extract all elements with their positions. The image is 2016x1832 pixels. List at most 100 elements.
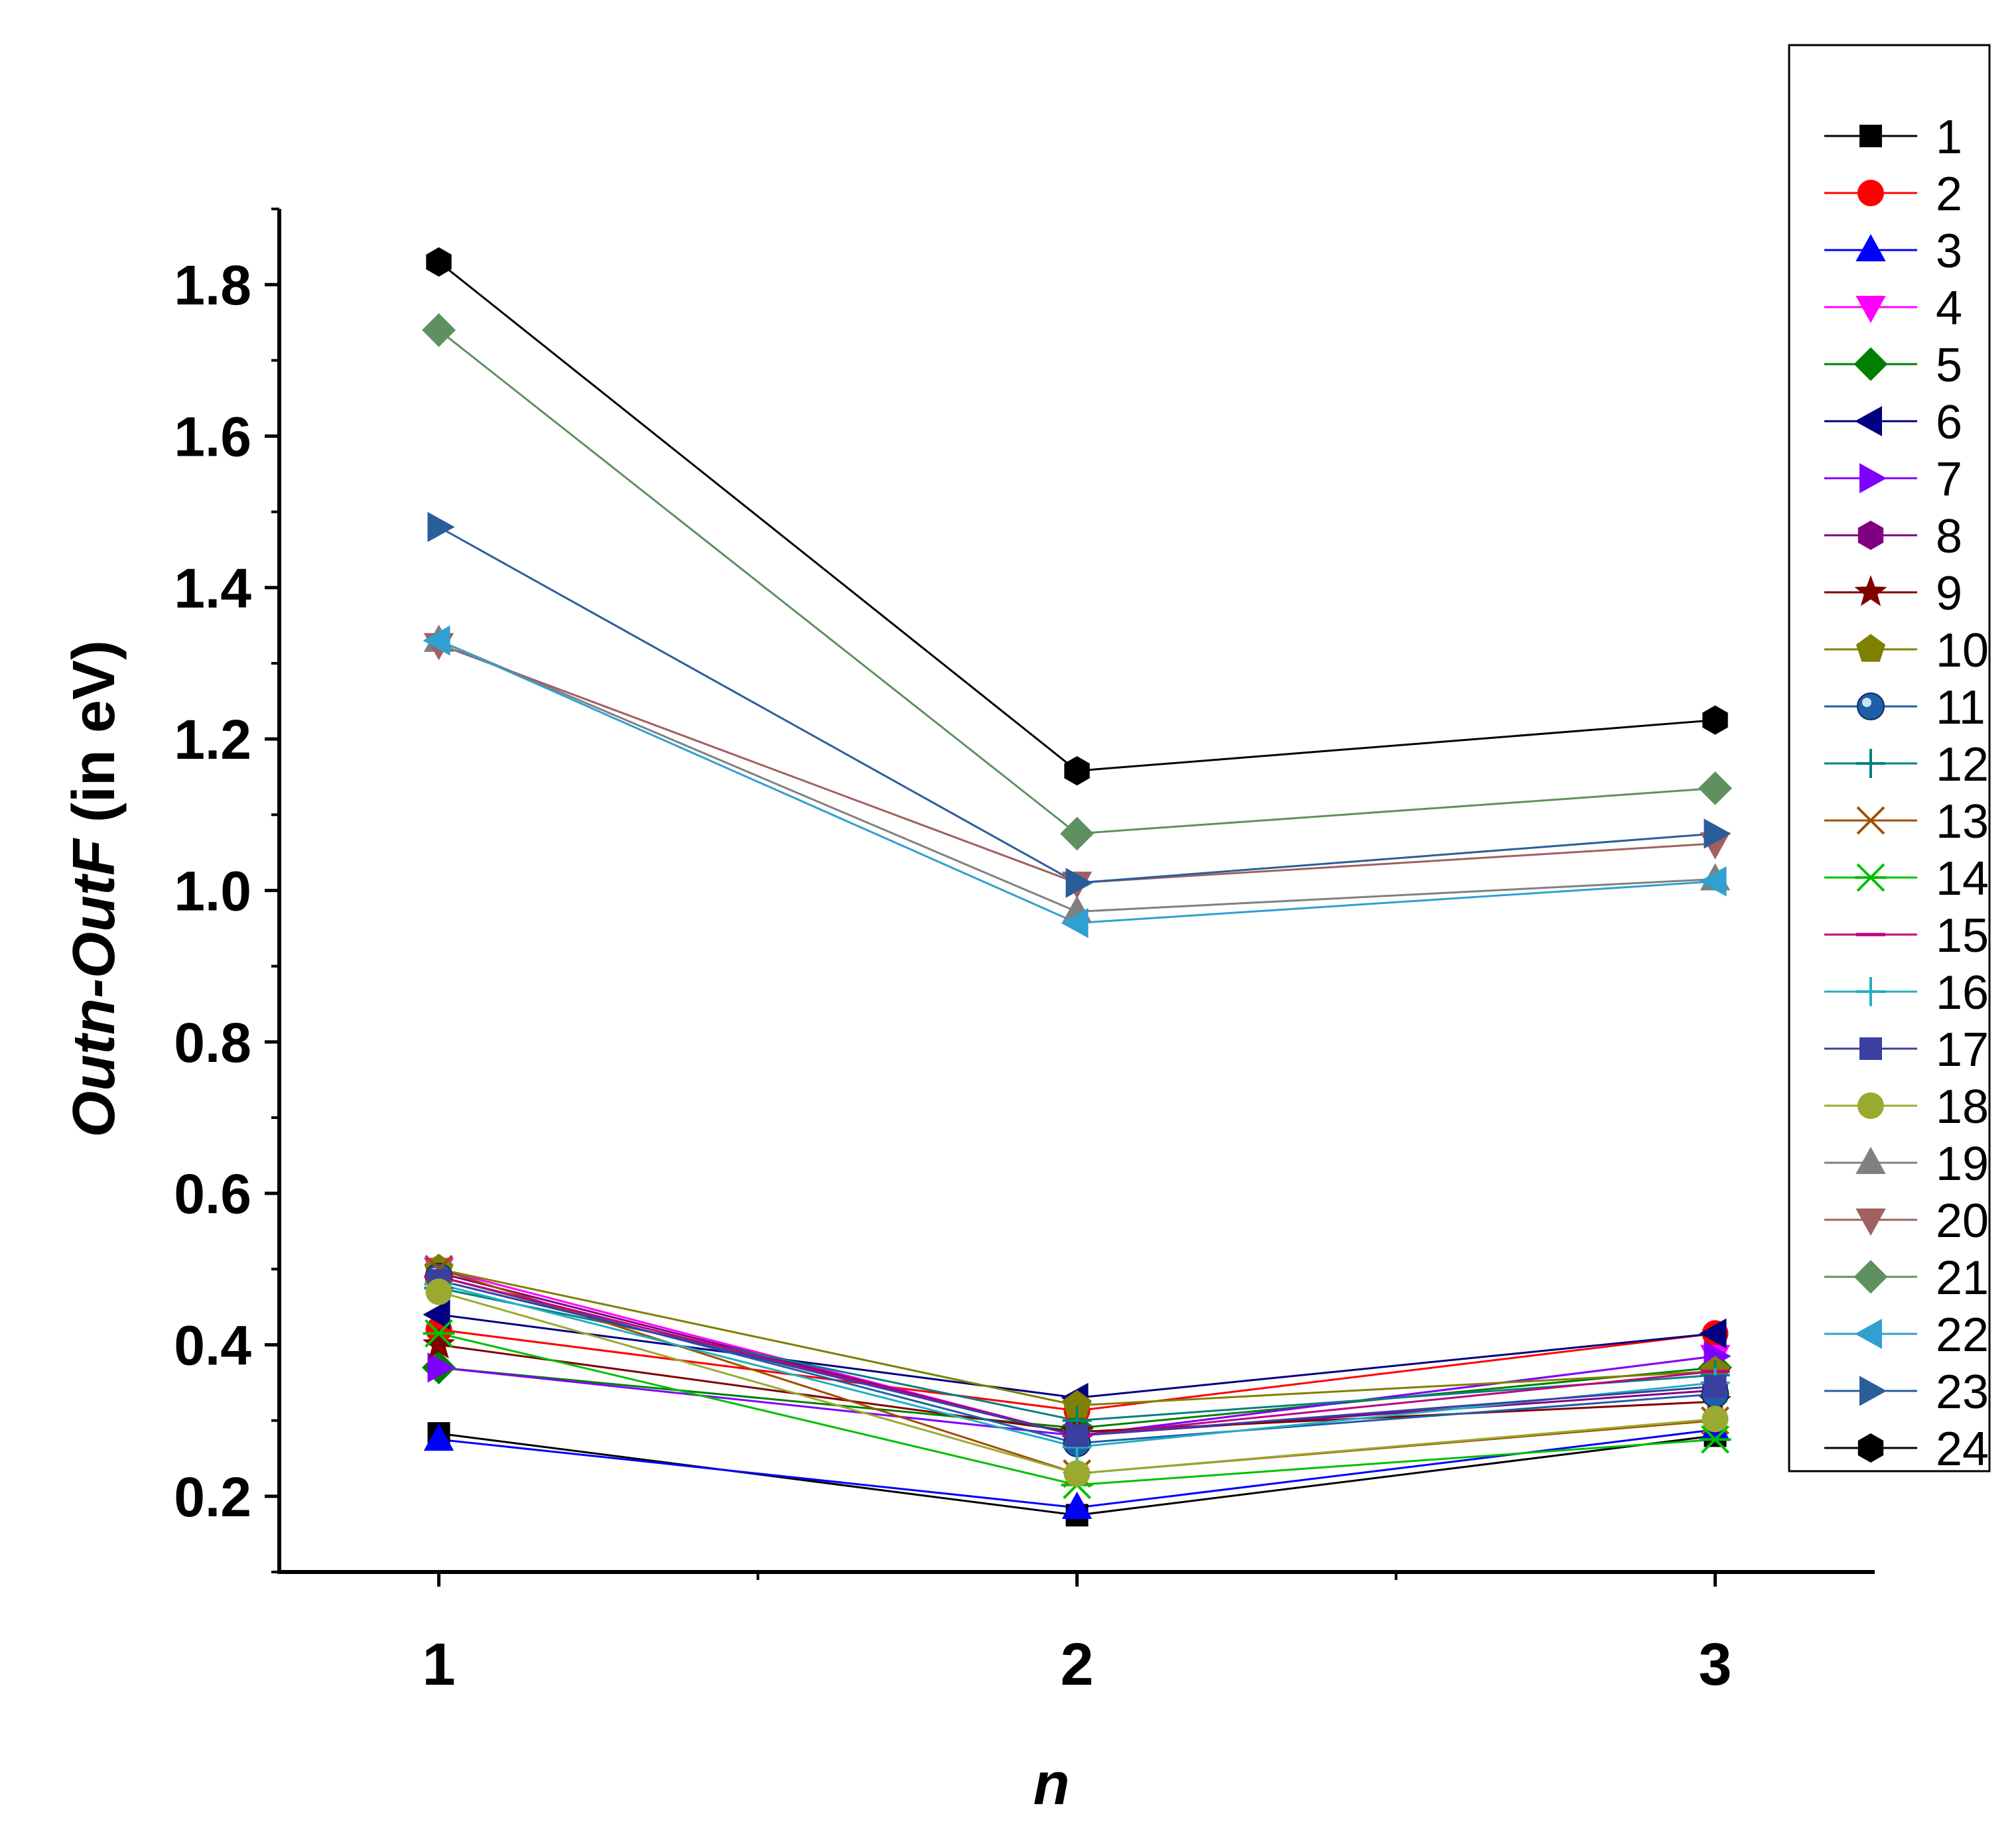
legend-item-7: 7 — [1824, 453, 1962, 506]
axes: 0.2 0.4 0.6 0.8 1.0 1.2 1.4 1.6 1.8 1 2 3 — [174, 208, 1875, 1698]
legend-item-1: 1 — [1824, 111, 1962, 164]
data-point-series-17 — [1704, 1375, 1727, 1398]
legend-item-4: 4 — [1824, 282, 1962, 335]
data-point-series-21 — [1060, 817, 1094, 851]
legend-label: 22 — [1936, 1309, 1989, 1362]
y-tick-label: 1.2 — [174, 708, 251, 771]
legend-marker — [1859, 1376, 1887, 1406]
data-point-series-18 — [1702, 1406, 1729, 1433]
legend-item-23: 23 — [1824, 1366, 1989, 1419]
legend-label: 18 — [1936, 1080, 1989, 1134]
legend-marker — [1859, 1037, 1882, 1060]
x-axis-label: n — [1034, 1751, 1070, 1817]
data-point-series-17 — [1065, 1424, 1089, 1447]
y-tick-label: 1.6 — [174, 406, 251, 468]
legend-item-3: 3 — [1824, 225, 1962, 278]
x-tick-label: 1 — [422, 1632, 455, 1698]
legend-item-17: 17 — [1824, 1023, 1989, 1077]
legend-label: 23 — [1936, 1366, 1989, 1419]
legend-label: 19 — [1936, 1138, 1989, 1191]
legend-item-6: 6 — [1824, 396, 1962, 449]
data-point-series-7 — [427, 1352, 455, 1383]
legend-label: 20 — [1936, 1195, 1989, 1248]
legend-item-12: 12 — [1824, 738, 1989, 791]
data-point-series-14 — [1699, 1425, 1731, 1454]
legend-item-8: 8 — [1824, 510, 1962, 563]
legend-marker — [1855, 633, 1886, 662]
legend-item-13: 13 — [1824, 795, 1989, 848]
legend-label: 3 — [1936, 225, 1962, 278]
x-ticks: 1 2 3 — [422, 1572, 1732, 1698]
data-point-series-23 — [1704, 818, 1731, 849]
legend-label: 1 — [1936, 111, 1962, 164]
legend-item-24: 24 — [1824, 1423, 1989, 1476]
x-tick-label: 3 — [1698, 1632, 1731, 1698]
legend-item-21: 21 — [1824, 1252, 1989, 1305]
legend-marker — [1856, 806, 1885, 835]
series-line-24 — [438, 261, 1715, 772]
legend-label: 7 — [1936, 453, 1962, 506]
legend-marker — [1853, 347, 1888, 381]
data-point-series-18 — [1063, 1460, 1091, 1487]
y-tick-label: 0.2 — [174, 1466, 251, 1528]
series-markers — [422, 247, 1732, 1527]
data-point-series-3 — [423, 1423, 454, 1451]
y-tick-label: 0.4 — [174, 1315, 251, 1377]
data-point-series-22 — [1061, 907, 1089, 939]
legend-marker — [1855, 863, 1887, 892]
legend-marker — [1856, 977, 1885, 1006]
data-point-series-9 — [422, 1327, 456, 1359]
legend-box — [1788, 44, 1991, 1472]
data-point-series-14 — [423, 1319, 455, 1348]
legend-label: 13 — [1936, 795, 1989, 848]
legend-label: 21 — [1936, 1252, 1989, 1305]
y-axis-label: Outn-OutF (in eV) — [61, 640, 127, 1138]
data-point-series-22 — [1699, 866, 1727, 897]
y-axis-label-italic: Outn-OutF — [61, 838, 127, 1138]
data-point-series-24 — [1702, 705, 1728, 735]
y-tick-label: 1.8 — [174, 254, 251, 316]
legend-marker — [1856, 749, 1885, 778]
legend-marker — [1855, 233, 1886, 261]
legend-item-18: 18 — [1824, 1080, 1989, 1134]
legend-item-2: 2 — [1824, 168, 1962, 221]
legend-label: 4 — [1936, 282, 1962, 335]
legend-marker-b — [1856, 806, 1885, 835]
legend-label: 8 — [1936, 510, 1962, 563]
legend-label: 17 — [1936, 1023, 1989, 1077]
data-point-series-23 — [1065, 868, 1093, 898]
legend-label: 11 — [1936, 681, 1985, 734]
data-point-series-24 — [1064, 755, 1090, 786]
legend-item-9: 9 — [1824, 567, 1962, 620]
data-point-series-23 — [427, 511, 455, 543]
legend-label: 12 — [1936, 738, 1989, 791]
legend-label: 16 — [1936, 966, 1989, 1019]
legend-marker — [1855, 296, 1886, 324]
legend-marker — [1854, 575, 1887, 606]
y-tick-label: 1.0 — [174, 860, 251, 923]
legend-item-11: 11 — [1824, 681, 1985, 734]
legend-item-22: 22 — [1824, 1309, 1989, 1362]
data-point-series-6 — [1699, 1318, 1727, 1349]
data-point-series-6 — [423, 1299, 450, 1330]
legend-item-15: 15 — [1824, 909, 1989, 962]
y-tick-label: 0.6 — [174, 1163, 251, 1225]
legend-label: 14 — [1936, 852, 1989, 905]
legend-marker — [1853, 1260, 1888, 1294]
legend-marker — [1859, 125, 1882, 147]
legend-item-5: 5 — [1824, 339, 1962, 392]
data-point-series-24 — [426, 247, 452, 277]
legend-label: 6 — [1936, 396, 1962, 449]
legend-item-20: 20 — [1824, 1195, 1989, 1248]
legend-marker — [1859, 463, 1887, 493]
y-tick-label: 0.8 — [174, 1012, 251, 1074]
legend-item-14: 14 — [1824, 852, 1989, 905]
legend-item-10: 10 — [1824, 624, 1989, 677]
legend-label: 15 — [1936, 909, 1989, 962]
legend-marker — [1854, 406, 1882, 436]
legend-marker — [1857, 692, 1885, 720]
data-point-series-22 — [423, 625, 450, 656]
